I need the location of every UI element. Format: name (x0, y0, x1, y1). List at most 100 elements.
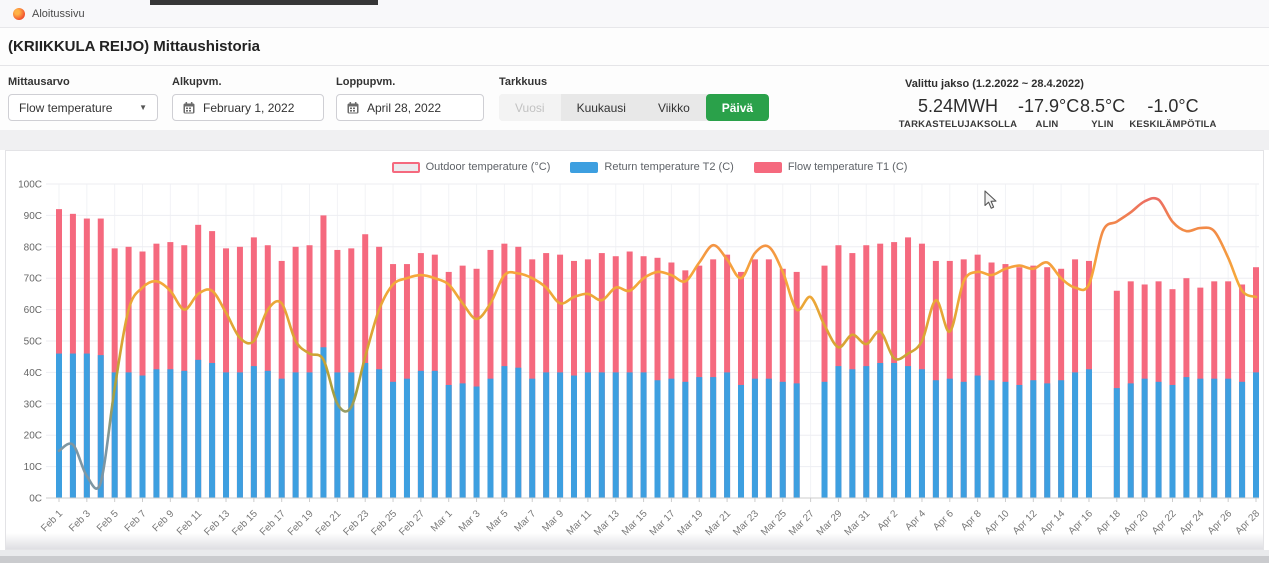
svg-text:Mar 29: Mar 29 (815, 508, 845, 538)
svg-text:Mar 17: Mar 17 (648, 508, 678, 538)
svg-text:Apr 12: Apr 12 (1011, 508, 1040, 537)
stat-avg-value: -1.0°C (1147, 96, 1199, 116)
svg-text:Mar 19: Mar 19 (676, 508, 706, 538)
svg-text:Apr 2: Apr 2 (876, 508, 901, 533)
svg-text:Feb 19: Feb 19 (286, 508, 316, 538)
svg-text:30C: 30C (24, 399, 42, 410)
svg-text:Mar 31: Mar 31 (843, 508, 873, 538)
stat-min-label: ALIN (1035, 119, 1059, 130)
svg-text:Apr 16: Apr 16 (1066, 508, 1095, 537)
legend-item-flow[interactable]: Flow temperature T1 (C) (753, 161, 908, 173)
end-date-input[interactable]: April 28, 2022 (336, 94, 484, 121)
granularity-button-vuosi[interactable]: Vuosi (499, 94, 561, 121)
svg-text:90C: 90C (24, 211, 42, 222)
measure-label: Mittausarvo (8, 76, 70, 88)
legend-item-return[interactable]: Return temperature T2 (C) (570, 161, 734, 173)
stat-avg: -1.0°C KESKILÄMPÖTILA (1128, 96, 1218, 130)
svg-text:Mar 11: Mar 11 (565, 508, 595, 538)
svg-text:10C: 10C (24, 462, 42, 473)
svg-text:Feb 13: Feb 13 (202, 508, 232, 538)
svg-text:100C: 100C (18, 180, 42, 191)
page-bottom-edge (0, 556, 1269, 563)
calendar-icon (183, 101, 195, 114)
svg-text:Mar 1: Mar 1 (429, 508, 455, 534)
svg-text:Mar 21: Mar 21 (703, 508, 733, 538)
flow-series-swatch-icon (753, 161, 782, 173)
granularity-button-paiva[interactable]: Päivä (705, 94, 770, 121)
legend-flow-label: Flow temperature T1 (C) (787, 161, 908, 173)
legend-outdoor-label: Outdoor temperature (°C) (425, 161, 551, 173)
measure-select-value: Flow temperature (19, 100, 113, 115)
svg-text:Feb 3: Feb 3 (67, 508, 93, 534)
chart-legend: Outdoor temperature (°C) Return temperat… (6, 161, 1263, 173)
measure-select[interactable]: Flow temperature ▼ (8, 94, 158, 121)
svg-text:0C: 0C (29, 494, 42, 505)
outdoor-series-swatch-icon (391, 161, 420, 173)
svg-text:Apr 10: Apr 10 (983, 508, 1012, 537)
start-date-field: Alkupvm. February 1, 2022 (172, 76, 324, 121)
svg-text:20C: 20C (24, 431, 42, 442)
svg-text:Feb 25: Feb 25 (369, 508, 399, 538)
svg-text:50C: 50C (24, 337, 42, 348)
tab-aloitussivu[interactable]: Aloitussivu (32, 7, 85, 20)
svg-text:Feb 27: Feb 27 (397, 508, 427, 538)
svg-text:Mar 3: Mar 3 (457, 508, 483, 534)
stat-max-value: 8.5°C (1080, 96, 1126, 116)
page-header: (KRIIKKULA REIJO) Mittaushistoria (0, 28, 1269, 66)
stat-energy-value: 5.24MWH (917, 96, 998, 116)
mouse-cursor-icon (984, 190, 997, 209)
svg-text:Mar 23: Mar 23 (731, 508, 761, 538)
granularity-field: Tarkkuus Vuosi Kuukausi Viikko Päivä (499, 76, 770, 121)
svg-text:80C: 80C (24, 242, 42, 253)
stat-min-value: -17.9°C (1018, 96, 1080, 116)
granularity-button-viikko[interactable]: Viikko (641, 94, 706, 121)
start-date-value: February 1, 2022 (203, 100, 295, 115)
svg-text:Apr 26: Apr 26 (1206, 508, 1235, 537)
svg-text:Apr 6: Apr 6 (931, 508, 956, 533)
granularity-label: Tarkkuus (499, 76, 548, 88)
svg-text:Mar 9: Mar 9 (540, 508, 566, 534)
svg-text:Apr 14: Apr 14 (1039, 508, 1068, 537)
svg-text:Feb 7: Feb 7 (123, 508, 149, 534)
granularity-button-kuukausi[interactable]: Kuukausi (560, 94, 642, 121)
chevron-down-icon: ▼ (139, 103, 147, 112)
svg-text:Mar 15: Mar 15 (620, 508, 650, 538)
svg-text:Apr 28: Apr 28 (1234, 508, 1263, 537)
stat-min: -17.9°C ALIN (1018, 96, 1080, 130)
stat-max-label: YLIN (1091, 119, 1114, 130)
end-date-label: Loppupvm. (336, 76, 396, 88)
svg-text:Feb 15: Feb 15 (230, 508, 260, 538)
svg-text:60C: 60C (24, 305, 42, 316)
start-date-input[interactable]: February 1, 2022 (172, 94, 324, 121)
svg-text:Apr 18: Apr 18 (1094, 508, 1123, 537)
legend-item-outdoor[interactable]: Outdoor temperature (°C) (391, 161, 551, 173)
svg-text:Apr 24: Apr 24 (1178, 508, 1207, 537)
stat-max: 8.5°C YLIN (1080, 96, 1125, 130)
granularity-button-group: Vuosi Kuukausi Viikko Päivä (499, 94, 770, 121)
svg-text:Mar 13: Mar 13 (592, 508, 622, 538)
measure-field: Mittausarvo Flow temperature ▼ (8, 76, 158, 121)
return-series-swatch-icon (570, 161, 599, 173)
start-date-label: Alkupvm. (172, 76, 222, 88)
svg-text:Feb 23: Feb 23 (342, 508, 372, 538)
end-date-field: Loppupvm. April 28, 2022 (336, 76, 484, 121)
top-dark-artifact (150, 0, 378, 5)
svg-text:Mar 25: Mar 25 (759, 508, 789, 538)
svg-text:Feb 17: Feb 17 (258, 508, 288, 538)
legend-return-label: Return temperature T2 (C) (604, 161, 734, 173)
stat-energy-label: TARKASTELUJAKSOLLA (898, 119, 1018, 130)
svg-text:Apr 4: Apr 4 (903, 508, 928, 533)
svg-text:Mar 5: Mar 5 (485, 508, 511, 534)
filter-toolbar: Mittausarvo Flow temperature ▼ Alkupvm. … (0, 66, 1269, 130)
measurement-chart-card: Outdoor temperature (°C) Return temperat… (5, 150, 1264, 550)
svg-text:40C: 40C (24, 368, 42, 379)
svg-text:70C: 70C (24, 274, 42, 285)
svg-text:Mar 7: Mar 7 (513, 508, 539, 534)
svg-text:Feb 1: Feb 1 (39, 508, 65, 534)
stat-energy: 5.24MWH TARKASTELUJAKSOLLA (898, 96, 1018, 130)
svg-text:Apr 22: Apr 22 (1150, 508, 1179, 537)
calendar-icon (347, 101, 359, 114)
svg-text:Mar 27: Mar 27 (787, 508, 817, 538)
app-logo-icon (13, 7, 25, 20)
